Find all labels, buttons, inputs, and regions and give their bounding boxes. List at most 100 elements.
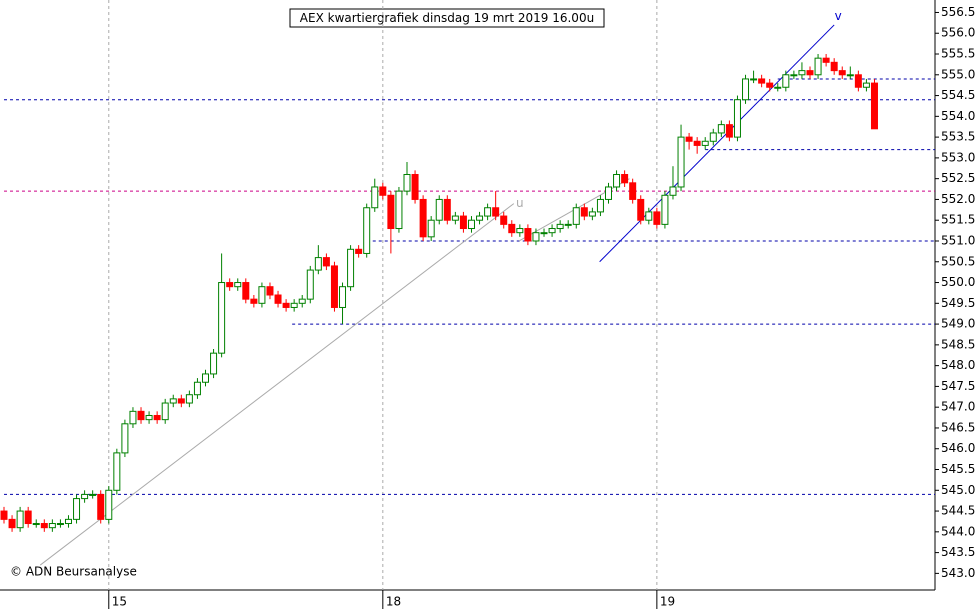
candle-body	[81, 493, 89, 500]
y-tick-label: 551.0	[941, 233, 975, 247]
candle-body	[790, 74, 798, 77]
y-tick-label: 553.0	[941, 150, 975, 164]
candle-body	[854, 74, 862, 88]
y-tick-label: 552.0	[941, 192, 975, 206]
candle-body	[371, 186, 379, 209]
candle-body	[113, 452, 121, 491]
candle-body	[645, 211, 653, 221]
candle-body	[355, 248, 363, 254]
candle-body	[484, 207, 492, 217]
candle-body	[242, 282, 250, 300]
candle-body	[621, 174, 629, 184]
candle-body	[677, 136, 685, 188]
candle-body	[129, 410, 137, 425]
candle-body	[210, 352, 218, 375]
y-tick-label: 551.5	[941, 213, 975, 227]
candle-body	[717, 124, 725, 134]
candle-body	[669, 186, 677, 196]
y-tick-label: 548.0	[941, 358, 975, 372]
candle-body	[185, 394, 193, 404]
trend-line	[599, 24, 835, 263]
candle-body	[750, 78, 758, 81]
candle-body	[661, 194, 669, 225]
y-tick-label: 556.5	[941, 5, 975, 19]
y-tick-label: 543.5	[941, 545, 975, 559]
y-tick-label: 550.0	[941, 275, 975, 289]
candle-body	[653, 211, 661, 225]
candle-body	[451, 215, 459, 221]
candle-body	[339, 286, 347, 308]
candle-body	[258, 286, 266, 304]
candle-body	[202, 373, 209, 383]
candle-body	[467, 219, 475, 230]
candle-body	[218, 282, 226, 354]
candle-body	[48, 523, 56, 529]
candle-body	[500, 215, 508, 225]
candle-body	[605, 186, 612, 200]
candle-body	[846, 74, 854, 77]
candle-body	[435, 198, 443, 221]
candle-body	[564, 223, 572, 226]
y-tick-label: 552.5	[941, 171, 975, 185]
candle-body	[24, 510, 32, 525]
y-tick-label: 555.5	[941, 47, 975, 61]
candle-body	[363, 207, 371, 254]
candle-body	[145, 414, 153, 421]
candle-body	[516, 228, 524, 234]
footer: © ADN Beursanalyse	[10, 565, 137, 579]
candle-body	[193, 381, 201, 396]
candle-body	[588, 211, 596, 217]
candle-body	[161, 402, 169, 421]
candle-body	[701, 140, 709, 146]
x-tick-label: 18	[386, 595, 401, 609]
y-tick-label: 545.0	[941, 483, 975, 497]
candle-body	[226, 282, 234, 288]
y-tick-label: 553.5	[941, 130, 975, 144]
candle-body	[56, 523, 64, 526]
candle-body	[0, 510, 8, 520]
candle-body	[806, 70, 814, 76]
candle-body	[298, 298, 306, 304]
candle-body	[709, 132, 717, 142]
candle-body	[685, 136, 693, 142]
candle-body	[105, 489, 113, 520]
y-tick-label: 556.0	[941, 26, 975, 40]
y-tick-label: 544.5	[941, 504, 975, 518]
candle-body	[572, 207, 580, 225]
candle-body	[395, 190, 403, 230]
candle-body	[40, 523, 48, 529]
candle-body	[508, 223, 516, 234]
candle-body	[459, 215, 467, 230]
y-tick-label: 554.5	[941, 88, 975, 102]
y-tick-label: 544.0	[941, 524, 975, 538]
candle-body	[379, 186, 387, 196]
annotation: u	[516, 196, 524, 210]
candle-body	[838, 70, 846, 76]
candle-body	[596, 198, 604, 213]
candle-body	[637, 198, 645, 221]
candle-body	[733, 99, 741, 138]
candle-body	[32, 523, 40, 526]
candle-body	[870, 82, 878, 130]
candle-body	[234, 282, 242, 288]
candle-body	[387, 194, 395, 230]
plot-area	[0, 0, 935, 590]
candle-body	[250, 298, 258, 304]
candle-body	[8, 518, 16, 529]
candle-body	[314, 257, 322, 271]
candle-body	[89, 493, 97, 496]
candle-body	[169, 398, 177, 404]
candle-body	[137, 410, 145, 421]
candle-body	[419, 198, 427, 238]
y-tick-label: 547.0	[941, 400, 975, 414]
x-tick-label: 19	[660, 595, 675, 609]
candle-body	[177, 398, 185, 404]
candle-body	[330, 265, 338, 308]
candle-body	[266, 286, 274, 296]
candle-body	[73, 498, 81, 520]
candle-body	[742, 78, 750, 101]
trend-line	[39, 203, 515, 566]
candle-body	[725, 124, 733, 138]
candle-body	[814, 57, 822, 76]
